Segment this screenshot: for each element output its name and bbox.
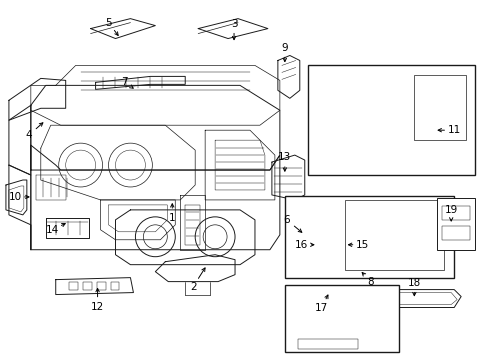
Text: 16: 16 [295,240,308,250]
Text: 2: 2 [189,282,196,292]
Bar [436,198,474,250]
Text: 10: 10 [8,192,21,202]
Text: 4: 4 [25,130,32,140]
Text: 9: 9 [281,42,287,53]
Text: 5: 5 [105,18,112,28]
Bar [285,285,399,352]
Text: 1: 1 [169,213,175,223]
Text: 3: 3 [230,19,237,28]
Text: 6: 6 [283,215,289,225]
Text: 7: 7 [121,77,127,87]
Bar [344,200,443,270]
Text: 17: 17 [314,302,327,312]
Text: 15: 15 [355,240,368,250]
Text: 19: 19 [444,205,457,215]
Bar [110,282,119,289]
Text: 13: 13 [278,152,291,162]
Text: 8: 8 [366,276,373,287]
Bar [413,75,465,140]
Text: 12: 12 [91,302,104,311]
Bar [441,226,469,240]
Bar [82,282,91,289]
Bar [96,282,105,289]
Bar [297,339,357,349]
Bar [68,282,78,289]
Text: 11: 11 [447,125,460,135]
Bar [307,66,474,175]
Bar [441,206,469,220]
Text: 18: 18 [407,278,420,288]
Bar [285,196,453,278]
Text: 14: 14 [46,225,59,235]
